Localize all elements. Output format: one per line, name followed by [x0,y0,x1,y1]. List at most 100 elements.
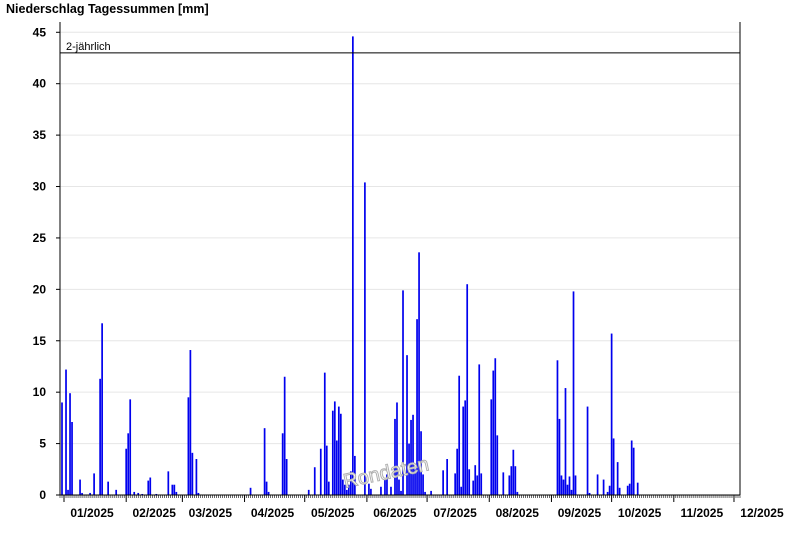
bar [566,484,569,495]
bar [394,418,396,495]
bar [65,369,67,495]
bar [333,401,336,495]
bar [588,492,591,495]
bar [195,459,198,495]
bar [478,364,481,495]
bar [412,414,414,495]
x-tick-label: 05/2025 [311,506,355,520]
x-tick-label: 01/2025 [70,506,114,520]
bar [307,489,310,495]
bar [141,493,144,495]
bar [586,406,589,495]
bar [285,459,288,495]
bar [396,402,398,495]
bar [364,182,366,495]
x-tick-label: 11/2025 [680,506,723,520]
bar [516,491,519,495]
bar [420,431,422,495]
bar [602,479,605,495]
bar [606,491,609,495]
bar [149,477,152,495]
bar [89,492,91,495]
bar [574,475,577,495]
x-tick-label: 03/2025 [189,506,233,520]
y-tick-label: 5 [39,437,46,451]
y-tick-label: 20 [33,282,47,296]
bar [189,350,192,495]
bar [127,433,130,495]
bar [191,452,194,495]
bar [93,473,95,495]
bar [350,471,352,495]
y-tick-label: 45 [33,25,47,39]
bar [408,443,410,495]
bar [502,472,505,495]
bar [368,483,370,495]
reference-line-group: 2-jährlich [60,41,740,54]
bar [630,440,633,495]
bar [626,485,629,495]
bar [354,455,356,495]
bar [323,372,326,495]
bar [313,467,316,495]
bars [61,36,639,495]
bar [81,492,83,495]
bar [618,487,621,495]
bar [171,484,174,495]
bar [345,489,348,495]
bar [466,284,469,495]
bar [187,397,190,495]
bar [556,360,559,495]
y-tick-label: 25 [33,231,47,245]
bar [343,484,346,495]
chart-title: Niederschlag Tagessummen [mm] [6,2,209,16]
axes: 0 5 10 15 20 25 30 35 40 45 01/2025 02/2025 03/2025 0… [33,22,784,520]
bar [414,469,416,495]
bar [325,445,328,495]
bar [107,481,109,495]
y-tick-label: 10 [33,385,47,399]
bar [430,490,432,495]
bar [510,466,513,495]
bar [352,36,354,495]
bar [628,483,631,495]
bar [347,484,350,495]
x-tick-label: 07/2025 [433,506,477,520]
bar [608,485,611,495]
x-tick-label: 06/2025 [373,506,417,520]
bar [281,433,284,495]
bar [71,421,73,495]
y-tick-label: 30 [33,180,47,194]
bar [133,491,136,495]
bar [462,406,465,495]
bar [416,319,418,495]
bar [249,487,252,495]
bar [175,491,178,495]
bar [337,406,340,495]
bar [456,448,459,495]
bar [562,479,565,495]
bar [406,355,408,495]
bar [341,479,344,495]
bar [490,399,493,495]
bar [468,469,471,495]
bar [390,486,392,495]
bar [418,252,420,495]
x-tick-label: 10/2025 [618,506,662,520]
bar [339,413,342,495]
bar [101,323,103,495]
bar [422,474,424,495]
bar [147,480,150,495]
bar [454,473,457,495]
bar [632,447,635,495]
bar [79,479,81,495]
bar [335,440,338,495]
bar [61,402,63,495]
bar [616,462,619,495]
bar [492,370,495,495]
bar [476,475,479,495]
bar [636,482,639,495]
bar [402,290,404,495]
y-tick-label: 40 [33,77,47,91]
